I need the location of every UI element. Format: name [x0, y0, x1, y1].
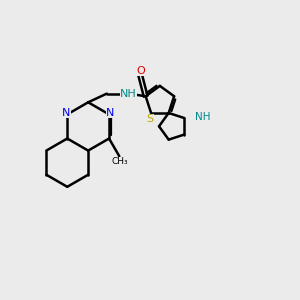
- Text: NH: NH: [120, 88, 137, 99]
- Text: N: N: [61, 108, 70, 118]
- Text: N: N: [106, 108, 115, 118]
- Text: CH₃: CH₃: [112, 157, 128, 166]
- Text: O: O: [136, 66, 145, 76]
- Text: NH: NH: [195, 112, 210, 122]
- Text: S: S: [146, 115, 153, 124]
